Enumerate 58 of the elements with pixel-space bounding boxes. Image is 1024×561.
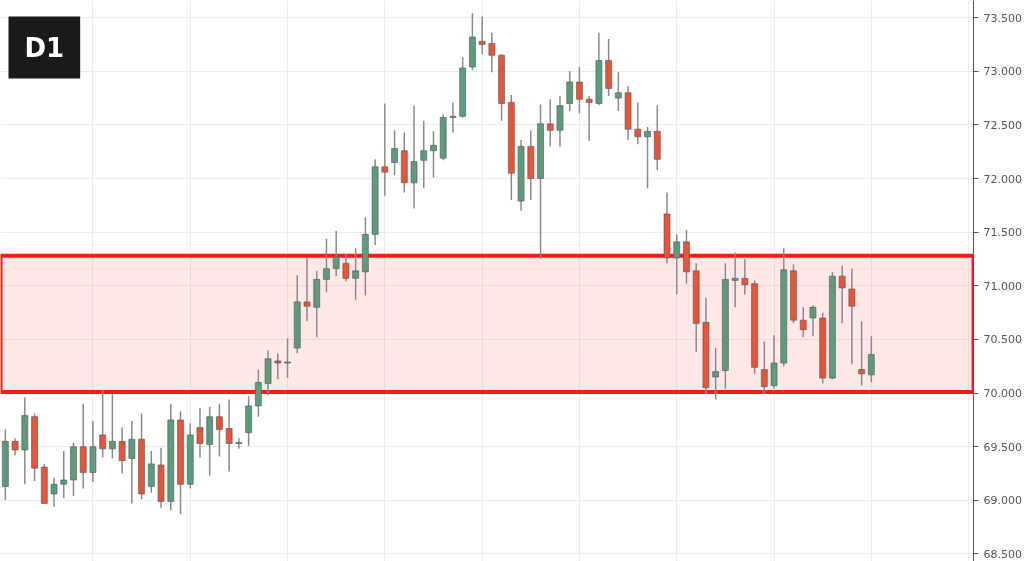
y-tick-label: 71.000 [983, 279, 1022, 293]
candlestick [575, 66, 583, 114]
candlestick [809, 304, 817, 337]
y-tick-label: 70.500 [983, 333, 1022, 347]
candlestick [215, 403, 223, 458]
candlestick [867, 335, 875, 384]
y-tick-label: 69.000 [983, 494, 1022, 508]
candlestick [196, 407, 204, 459]
candlestick [254, 368, 262, 418]
candlestick [741, 258, 749, 296]
y-tick-label: 72.500 [983, 118, 1022, 132]
candlestick [770, 334, 778, 390]
candlestick [99, 389, 107, 459]
y-tick-label: 68.500 [983, 547, 1022, 561]
candlestick [352, 247, 360, 301]
candlestick [108, 393, 116, 460]
candlestick [614, 71, 622, 112]
y-tick-label: 72.000 [983, 172, 1022, 186]
candlestick [634, 101, 642, 145]
candlestick [225, 398, 233, 473]
candlestick [391, 129, 399, 177]
candlestick [128, 420, 136, 505]
y-tick-label: 71.500 [983, 226, 1022, 240]
candlestick [731, 251, 739, 309]
candlestick [566, 70, 574, 112]
candlestick [420, 119, 428, 189]
candlestick [342, 252, 350, 283]
candlestick [585, 95, 593, 142]
candlestick [147, 450, 155, 494]
candlestick [799, 306, 807, 339]
y-tick-label: 70.000 [983, 387, 1022, 401]
candlestick [848, 267, 856, 365]
candlestick [332, 230, 340, 277]
candlestick [429, 130, 437, 179]
candlestick [381, 102, 389, 197]
candlestick [488, 31, 496, 74]
candlestick [303, 257, 311, 322]
y-tick-label: 73.500 [983, 11, 1022, 25]
y-tick-label: 73.000 [983, 65, 1022, 79]
candlestick [858, 320, 866, 387]
y-tick-label: 69.500 [983, 440, 1022, 454]
candlestick [478, 15, 486, 55]
candlestick [712, 347, 720, 401]
candlestick [50, 477, 58, 508]
candlestick [235, 437, 243, 450]
candlestick [274, 352, 282, 380]
candlestick [838, 264, 846, 325]
candlestick [60, 450, 68, 499]
candlestick [118, 426, 126, 475]
annotation: D1 [24, 32, 65, 63]
candlestick [760, 340, 768, 395]
candlestick [322, 237, 330, 294]
candlestick [284, 337, 292, 379]
candlestick [410, 104, 418, 210]
candlestick [449, 101, 457, 134]
candlestick [673, 233, 681, 296]
candlestick [644, 126, 652, 189]
candlestick [546, 98, 554, 148]
